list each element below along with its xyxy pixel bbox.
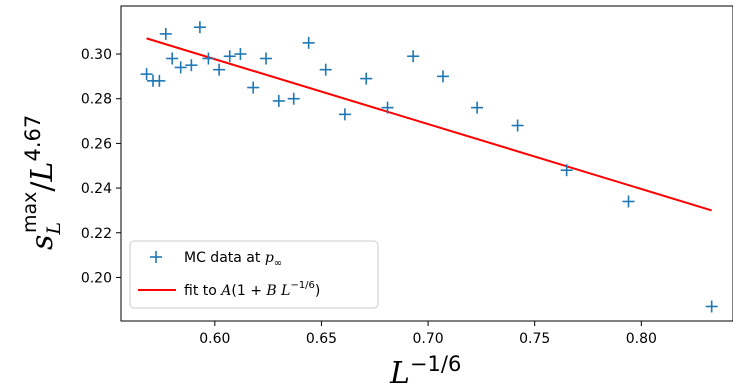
- data-point: [140, 68, 153, 81]
- data-point: [436, 70, 449, 83]
- x-axis-label-main: L: [389, 356, 410, 387]
- x-tick-label: 0.80: [626, 331, 657, 347]
- data-point: [471, 101, 484, 114]
- data-point: [338, 108, 351, 121]
- y-tick-label: 0.26: [81, 136, 112, 152]
- legend-box: [129, 240, 379, 309]
- fit-line: [146, 37, 712, 212]
- data-point: [381, 101, 394, 114]
- data-point: [302, 36, 315, 49]
- data-point: [247, 81, 260, 94]
- data-point: [287, 92, 300, 105]
- y-axis-label-slash: /: [25, 181, 60, 192]
- x-tick-label: 0.60: [199, 331, 230, 347]
- fit-line-layer: [146, 37, 712, 212]
- y-tick-label: 0.28: [81, 92, 112, 108]
- x-axis-label-exponent: −1/6: [410, 352, 461, 376]
- legend-marker-mc-data: [150, 251, 162, 263]
- y-axis-label-exp: 4.67: [21, 115, 45, 162]
- y-tick-label: 0.30: [81, 47, 112, 63]
- x-tick-label: 0.65: [306, 331, 337, 347]
- plot-frame: [120, 5, 733, 322]
- y-tick-label: 0.20: [81, 270, 112, 286]
- y-axis-label: sLmax/L4.67: [19, 115, 65, 250]
- data-point: [407, 50, 420, 63]
- data-point: [260, 52, 273, 65]
- y-axis-label-s: s: [25, 235, 60, 250]
- y-axis-ticks: 0.20 0.22 0.24 0.26 0.28 0.30: [81, 47, 121, 286]
- x-axis-label: L−1/6: [389, 352, 461, 387]
- data-point: [511, 119, 524, 132]
- x-tick-label: 0.75: [519, 331, 550, 347]
- data-point: [319, 63, 332, 76]
- y-tick-label: 0.24: [81, 181, 112, 197]
- data-point: [202, 52, 215, 65]
- legend-label-fit: fit to A(1 + B L−1/6): [184, 280, 320, 299]
- y-tick-label: 0.22: [81, 226, 112, 242]
- legend: MC data at p∞ fit to A(1 + B L−1/6): [129, 240, 379, 309]
- x-tick-label: 0.70: [412, 331, 443, 347]
- data-point: [159, 27, 172, 40]
- data-point: [705, 300, 718, 313]
- data-point: [166, 52, 179, 65]
- data-point: [185, 59, 198, 72]
- data-point: [360, 72, 373, 85]
- svg-text:sLmax/L4.67: sLmax/L4.67: [19, 115, 65, 250]
- data-point: [223, 50, 236, 63]
- y-axis-label-sup: max: [19, 192, 41, 233]
- data-points-layer: [140, 21, 718, 313]
- data-point: [272, 94, 285, 107]
- x-axis-ticks: 0.60 0.65 0.70 0.75 0.80: [199, 321, 657, 347]
- data-point: [213, 63, 226, 76]
- data-point: [174, 61, 187, 74]
- data-point: [153, 74, 166, 87]
- data-point: [234, 48, 247, 61]
- data-point: [560, 164, 573, 177]
- data-point: [622, 195, 635, 208]
- y-axis-label-L: L: [25, 162, 60, 183]
- y-axis-label-sub: L: [43, 222, 65, 236]
- legend-label-mc-data: MC data at p∞: [184, 250, 282, 269]
- data-point: [193, 21, 206, 34]
